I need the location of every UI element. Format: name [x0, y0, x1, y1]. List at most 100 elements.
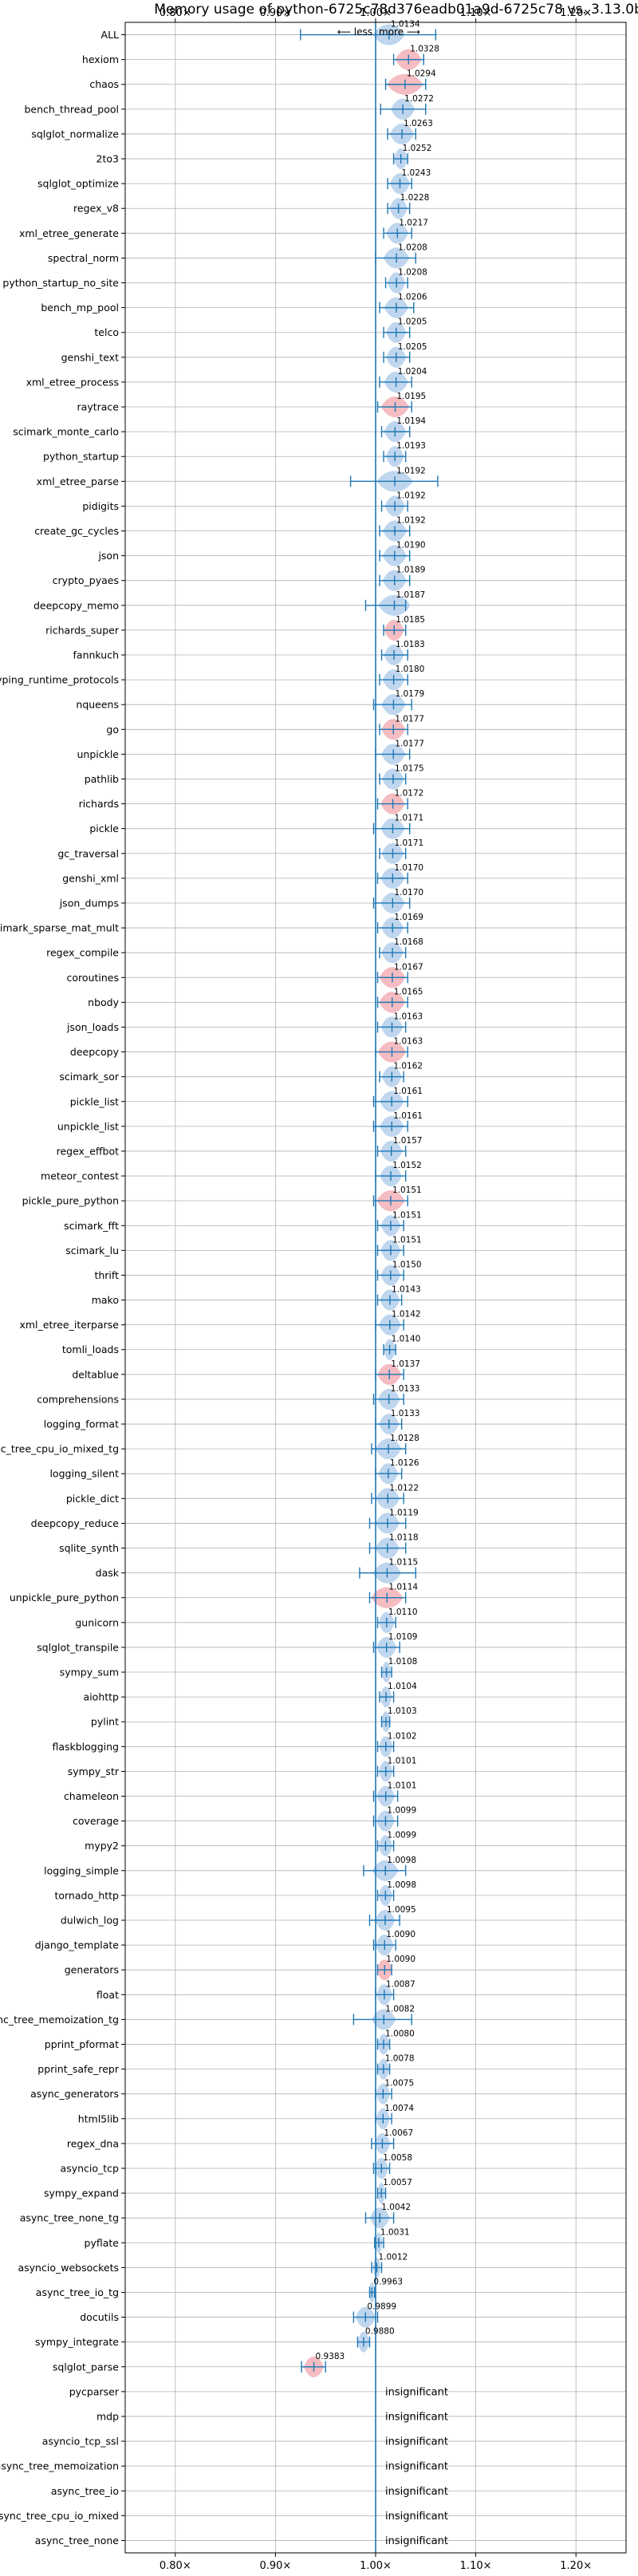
value-label: 1.0058 — [383, 2153, 412, 2163]
category-label: sympy_integrate — [35, 2336, 119, 2348]
x-tick-label-bottom: 0.80× — [160, 2560, 191, 2572]
value-label: 1.0143 — [392, 1285, 421, 1295]
category-label: sqlglot_transpile — [37, 1641, 119, 1653]
value-label: 1.0204 — [398, 367, 427, 377]
insignificant-label: insignificant — [385, 2511, 448, 2523]
category-label: nbody — [88, 996, 119, 1008]
value-label: 1.0169 — [394, 913, 423, 922]
value-label: 1.0074 — [384, 2104, 414, 2113]
category-label: json_loads — [66, 1021, 119, 1033]
value-label: 1.0192 — [396, 466, 426, 475]
value-label: 1.0122 — [389, 1483, 419, 1493]
value-label: 1.0177 — [395, 739, 424, 748]
category-label: django_template — [35, 1939, 120, 1951]
category-label: sqlglot_normalize — [31, 128, 119, 140]
category-label: dulwich_log — [61, 1915, 119, 1927]
category-label: async_tree_cpu_io_mixed — [0, 2510, 119, 2522]
value-label: 0.9899 — [367, 2302, 396, 2312]
x-tick-label-bottom: 1.00× — [360, 2560, 392, 2572]
category-label: scimark_sor — [59, 1071, 119, 1083]
value-label: 1.0161 — [393, 1111, 423, 1121]
insignificant-label: insignificant — [385, 2461, 448, 2473]
category-label: async_tree_io_tg — [36, 2286, 119, 2298]
value-label: 1.0189 — [396, 566, 426, 575]
category-label: deepcopy_reduce — [31, 1517, 120, 1529]
value-label: 1.0102 — [388, 1731, 417, 1741]
category-label: async_tree_none_tg — [20, 2212, 119, 2224]
category-label: chameleon — [64, 1790, 119, 1802]
category-label: genshi_xml — [62, 872, 119, 884]
category-label: bench_mp_pool — [41, 302, 119, 314]
category-label: tornado_http — [54, 1889, 119, 1901]
category-label: pyflate — [85, 2237, 120, 2249]
category-label: regex_v8 — [73, 203, 119, 215]
value-label: 0.9383 — [316, 2352, 345, 2361]
category-label: asyncio_websockets — [18, 2262, 119, 2274]
value-label: 1.0157 — [393, 1136, 423, 1146]
value-label: 1.0114 — [388, 1583, 418, 1592]
category-label: gc_traversal — [57, 847, 119, 859]
insignificant-label: insignificant — [385, 2486, 448, 2498]
category-label: dask — [96, 1567, 120, 1579]
category-label: pickle — [89, 823, 119, 834]
category-label: spectral_norm — [48, 252, 119, 264]
violins — [300, 24, 439, 2377]
category-label: html5lib — [78, 2112, 119, 2124]
category-label: logging_silent — [49, 1468, 119, 1480]
value-label: 1.0263 — [404, 119, 433, 128]
category-label: pprint_safe_repr — [37, 2063, 120, 2075]
x-tick-label-top: 1.10× — [460, 7, 492, 19]
category-label: pprint_pformat — [45, 2038, 119, 2050]
category-label: xml_etree_process — [26, 376, 119, 388]
category-label: scimark_sparse_mat_mult — [0, 922, 119, 934]
value-label: 1.0161 — [393, 1087, 423, 1096]
value-label: 1.0171 — [394, 838, 423, 848]
value-label: 1.0110 — [388, 1608, 418, 1617]
value-label: 1.0175 — [395, 763, 424, 773]
category-label: genshi_text — [61, 351, 119, 363]
category-label: regex_effbot — [57, 1145, 119, 1157]
value-label: 1.0098 — [387, 1856, 416, 1865]
category-label: unpickle — [77, 748, 119, 760]
value-label: 1.0142 — [392, 1310, 421, 1320]
value-label: 1.0095 — [387, 1905, 416, 1915]
value-label: 0.9880 — [365, 2327, 395, 2337]
category-label: async_tree_memoization — [0, 2460, 119, 2472]
category-label: async_tree_none — [35, 2535, 120, 2546]
value-label: 1.0205 — [398, 318, 427, 327]
category-label: coroutines — [67, 972, 119, 984]
category-label: docutils — [80, 2311, 119, 2323]
category-label: pylint — [91, 1716, 119, 1728]
value-label: 1.0099 — [387, 1806, 416, 1816]
category-label: xml_etree_parse — [37, 475, 120, 487]
value-label: 1.0150 — [392, 1260, 422, 1269]
category-label: regex_dna — [67, 2137, 119, 2149]
insignificant-label: insignificant — [385, 2535, 448, 2547]
category-label: hexiom — [82, 53, 119, 65]
x-tick-label-top: 0.90× — [259, 7, 291, 19]
category-label: async_generators — [30, 2088, 119, 2100]
value-label: 1.0133 — [391, 1409, 420, 1418]
category-label: thrift — [94, 1269, 119, 1281]
value-label: 1.0151 — [392, 1235, 422, 1245]
category-label: xml_etree_generate — [19, 227, 119, 239]
value-label: 1.0187 — [396, 590, 425, 600]
value-label: 1.0057 — [383, 2178, 412, 2187]
category-label: async_tree_memoization_tg — [0, 2014, 119, 2026]
category-label: logging_format — [44, 1418, 119, 1430]
category-label: flaskblogging — [52, 1741, 119, 1753]
category-label: unpickle_pure_python — [10, 1592, 119, 1604]
category-label: create_gc_cycles — [34, 525, 119, 537]
value-label: 1.0087 — [386, 1979, 415, 1989]
value-label: 1.0119 — [389, 1508, 419, 1517]
category-label: raytrace — [77, 401, 120, 413]
value-label: 1.0208 — [398, 268, 427, 278]
value-label: 1.0133 — [391, 1384, 420, 1394]
value-label: 1.0206 — [398, 293, 427, 302]
x-tick-label-top: 1.20× — [560, 7, 592, 19]
value-label: 1.0098 — [387, 1880, 416, 1890]
value-label: 1.0194 — [396, 416, 426, 426]
category-label: typing_runtime_protocols — [0, 674, 119, 686]
category-label: pickle_dict — [66, 1493, 119, 1505]
